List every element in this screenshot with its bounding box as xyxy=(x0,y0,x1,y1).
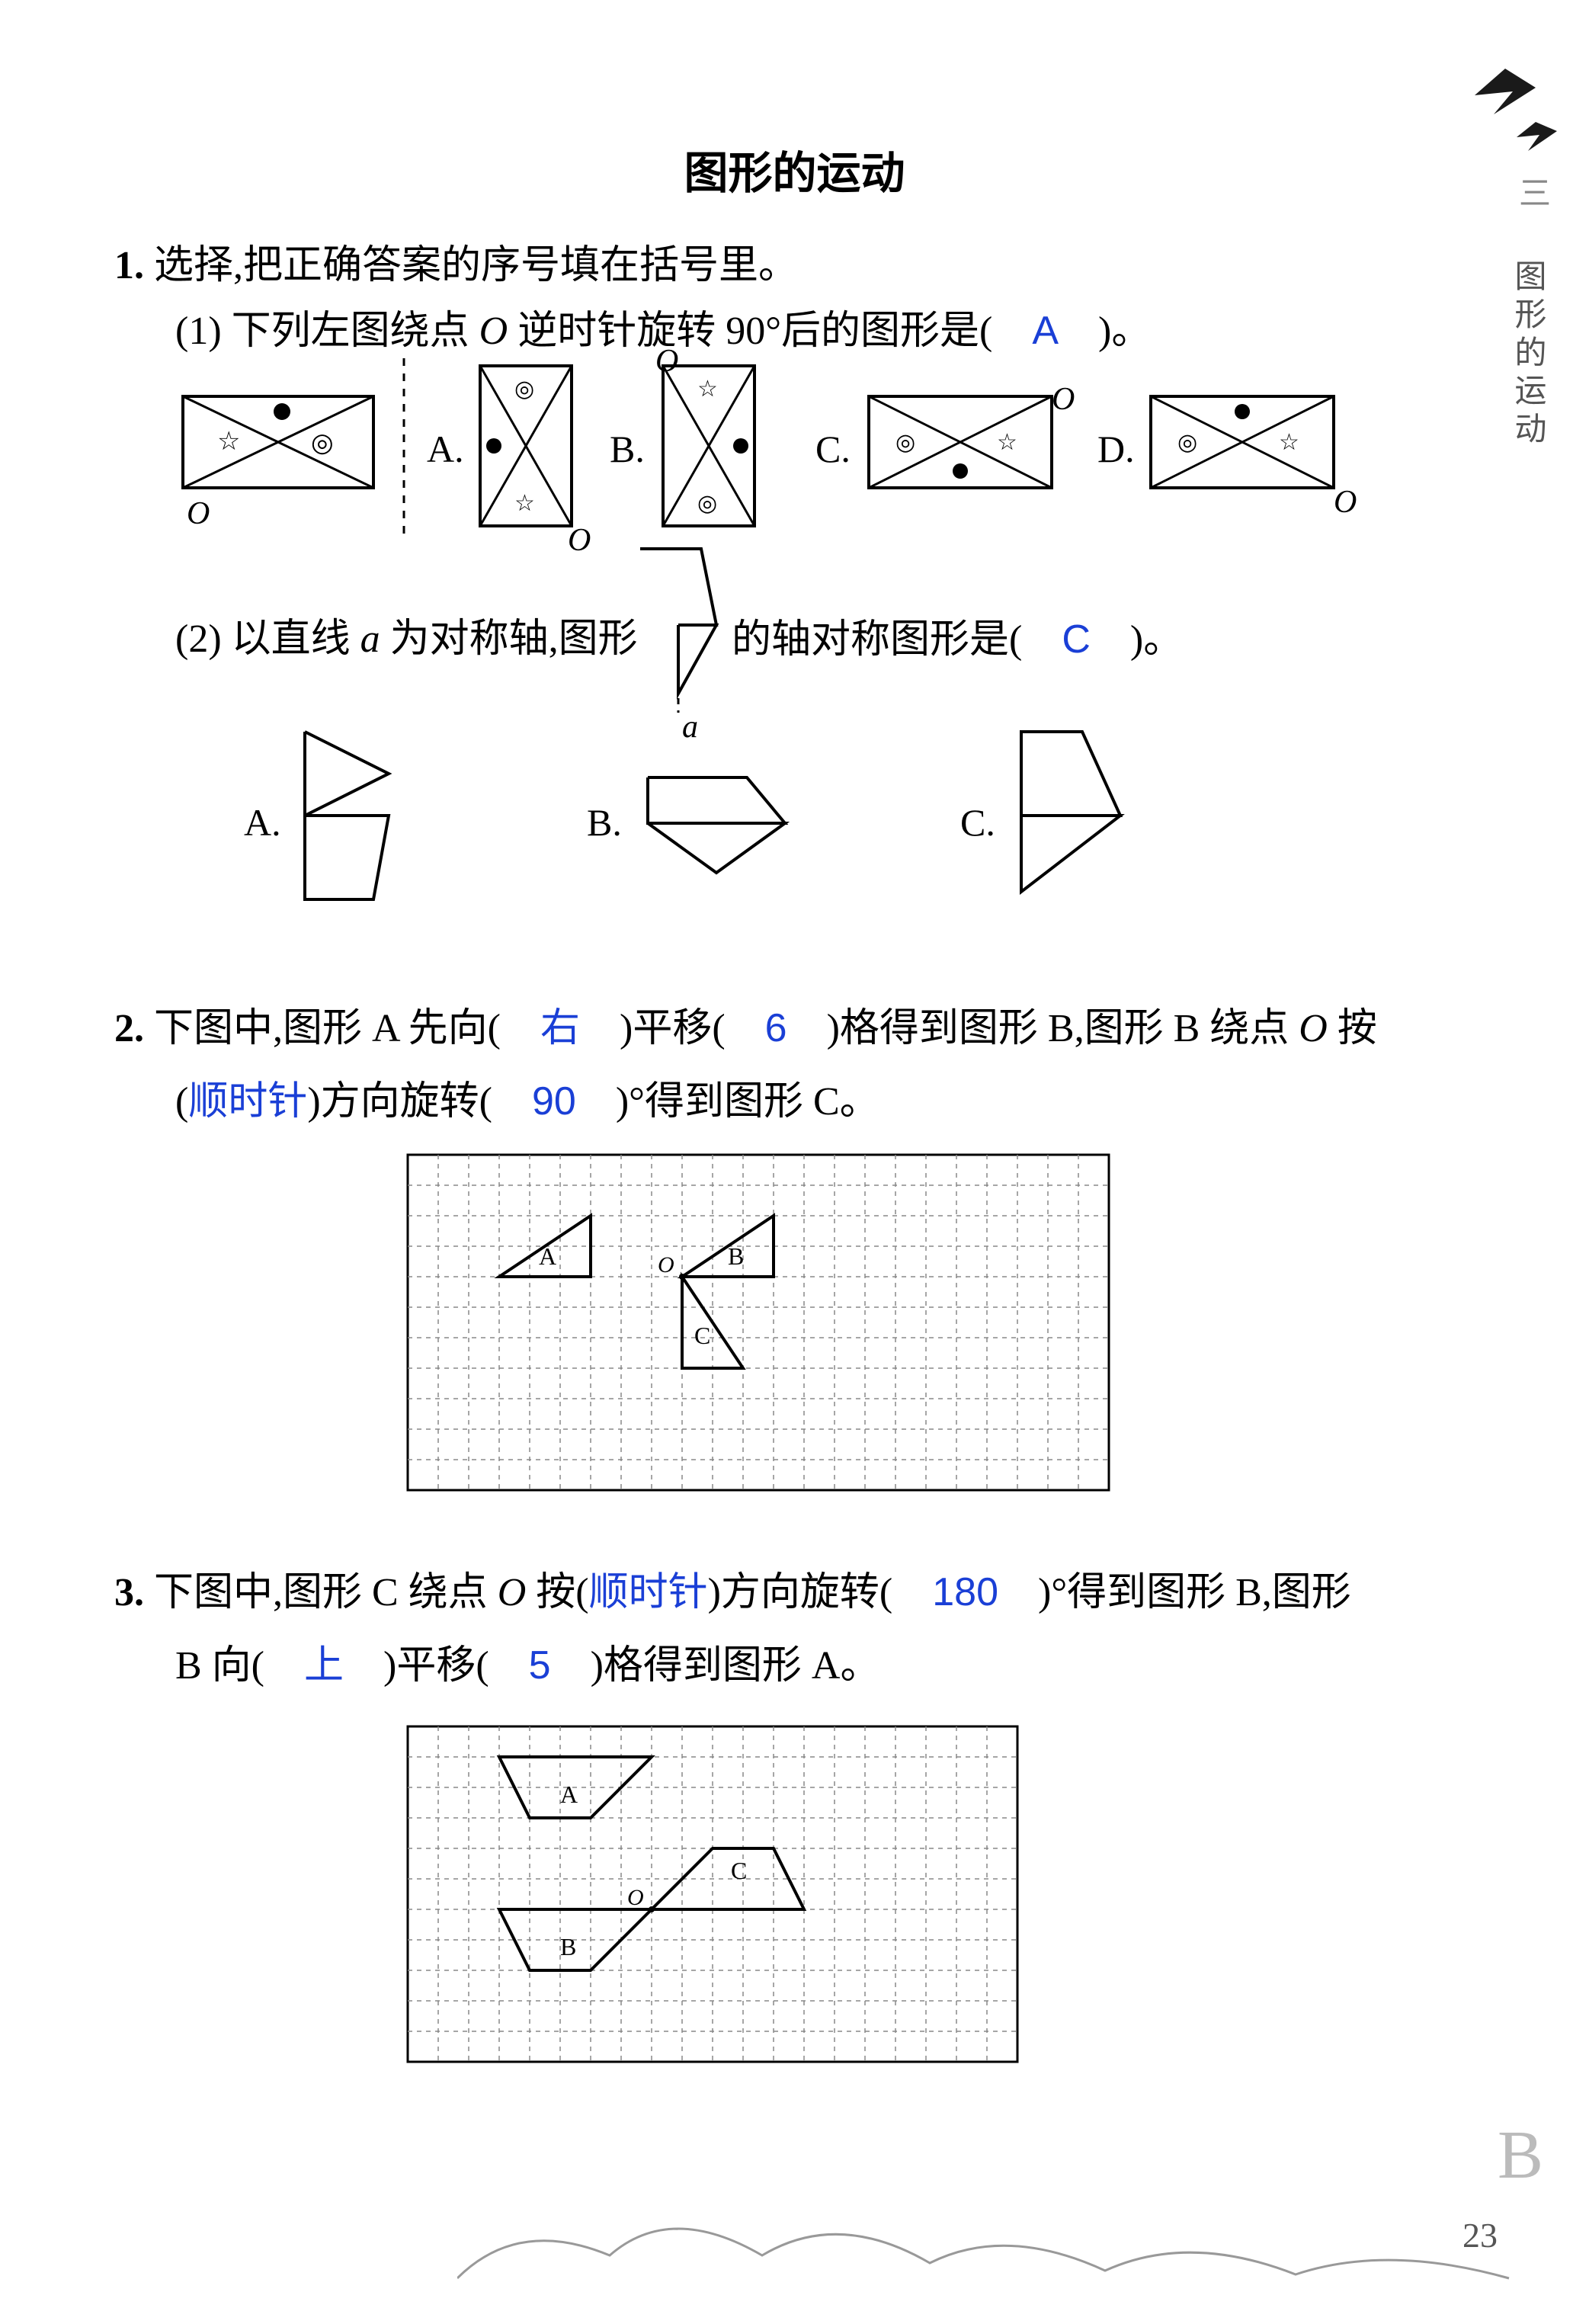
q1-number: 1. xyxy=(114,244,144,287)
q1p2-optC-fig xyxy=(1006,716,1136,915)
q1p2-line: (2) 以直线 a 为对称轴,图形 xyxy=(175,602,638,678)
svg-text:◎: ◎ xyxy=(895,430,915,455)
q1p1-optC-label: C. xyxy=(815,427,851,471)
svg-text:O: O xyxy=(658,1252,674,1277)
q2-l2b: )方向旋转( xyxy=(307,1080,532,1124)
q2-grid: A B C O xyxy=(404,1151,1120,1502)
q2-ans3: 顺时针 xyxy=(188,1079,307,1124)
q1p1-optC-fig: ◎ ☆ xyxy=(861,389,1059,495)
svg-text:C: C xyxy=(694,1322,710,1349)
page-title: 图形的运动 xyxy=(0,137,1589,201)
q3-l1b: 按( xyxy=(526,1571,588,1614)
q1p2-t4: )。 xyxy=(1091,618,1183,662)
svg-text:☆: ☆ xyxy=(514,491,535,516)
q1p2-line-b: 的轴对称图形是( C )。 xyxy=(732,602,1183,678)
q3-l2a: B 向( xyxy=(175,1644,304,1688)
q1p2-optC-label: C. xyxy=(960,800,995,845)
q3-l2b: )平移( xyxy=(344,1644,529,1688)
q3-O: O xyxy=(498,1571,527,1614)
q1p2-optA-label: A. xyxy=(244,800,281,845)
q1-stem: 选择,把正确答案的序号填在括号里。 xyxy=(154,244,798,287)
q2-ans2: 6 xyxy=(765,1006,787,1050)
q1p1-divider xyxy=(396,358,412,534)
q3-ans4: 5 xyxy=(529,1643,551,1688)
q1p2-t2: 为对称轴,图形 xyxy=(380,617,638,661)
svg-text:A: A xyxy=(539,1242,556,1270)
q1p1-answer: A xyxy=(1032,309,1059,353)
svg-text:☆: ☆ xyxy=(997,430,1017,455)
q2-number: 2. xyxy=(114,1007,144,1050)
q1p1-src-O: O xyxy=(187,495,210,532)
b-watermark: B xyxy=(1498,2116,1543,2194)
q2-l2c: )°得到图形 C。 xyxy=(576,1080,879,1124)
svg-text:☆: ☆ xyxy=(217,428,240,456)
q1p1-O: O xyxy=(479,309,508,353)
q1p2-optB-label: B. xyxy=(587,800,622,845)
q1p1-optC-O: O xyxy=(1052,381,1075,418)
svg-text:B: B xyxy=(560,1933,576,1960)
q1p2-optB-fig xyxy=(633,762,800,884)
svg-text:◎: ◎ xyxy=(697,491,717,516)
q3-ans2: 180 xyxy=(932,1570,998,1614)
q2-l1b: )平移( xyxy=(580,1007,765,1050)
q3-grid: A B C O xyxy=(404,1723,1029,2073)
q1p1-optB-O: O xyxy=(655,343,678,380)
q3-l1d: )°得到图形 B,图形 xyxy=(998,1571,1351,1614)
q1p1-optB-fig: ☆ ◎ xyxy=(655,358,770,534)
q1p2-answer: C xyxy=(1062,617,1091,662)
q1p1-optD-O: O xyxy=(1334,484,1357,521)
q2-l1c: )格得到图形 B,图形 B 绕点 xyxy=(787,1007,1299,1050)
q1p1-optD-label: D. xyxy=(1097,427,1135,471)
q3-l1c: )方向旋转( xyxy=(708,1571,933,1614)
q2-line2: (顺时针)方向旋转( 90 )°得到图形 C。 xyxy=(175,1064,879,1140)
q2-ans1: 右 xyxy=(540,1006,580,1050)
q2-O: O xyxy=(1299,1007,1328,1050)
q1p2-t3: 的轴对称图形是( xyxy=(732,618,1062,662)
q1p1-optA-label: A. xyxy=(427,427,464,471)
page: 三 图形的运动 图形的运动 1. 选择,把正确答案的序号填在括号里。 (1) 下… xyxy=(0,0,1589,2324)
svg-text:◎: ◎ xyxy=(514,377,534,402)
q2-l2a: ( xyxy=(175,1080,188,1124)
cloud-decor xyxy=(457,2202,1524,2294)
q1p1-fig-src: ☆ ◎ xyxy=(175,381,381,503)
svg-text:A: A xyxy=(560,1781,578,1808)
q1p1-optD-fig: ◎ ☆ xyxy=(1143,389,1341,495)
q1p2-src-fig xyxy=(625,541,732,724)
q1p1-optB-label: B. xyxy=(610,427,645,471)
page-number: 23 xyxy=(1462,2215,1498,2255)
q3-number: 3. xyxy=(114,1571,144,1614)
q1p1-t2: 逆时针旋转 90°后的图形是( xyxy=(508,309,1032,353)
svg-text:C: C xyxy=(731,1857,747,1884)
q1p2-optA-fig xyxy=(290,716,412,915)
q1p2-a-label: a xyxy=(682,709,698,745)
q1-line: 1. 选择,把正确答案的序号填在括号里。 xyxy=(114,229,798,304)
q2-ans4: 90 xyxy=(532,1079,576,1124)
q1p2-a: a xyxy=(360,617,380,661)
q3-l2c: )格得到图形 A。 xyxy=(551,1644,880,1688)
q1p1-optA-fig: ◎ ☆ xyxy=(473,358,587,534)
svg-text:O: O xyxy=(627,1885,644,1910)
q1p2-t1: 以直线 xyxy=(232,617,360,661)
q3-line2: B 向( 上 )平移( 5 )格得到图形 A。 xyxy=(175,1628,879,1704)
svg-text:B: B xyxy=(728,1242,744,1270)
svg-text:◎: ◎ xyxy=(311,429,334,457)
q1p2-label: (2) xyxy=(175,617,222,661)
q3-line1: 3. 下图中,图形 C 绕点 O 按(顺时针)方向旋转( 180 )°得到图形 … xyxy=(114,1555,1486,1631)
q2-l1a: 下图中,图形 A 先向( xyxy=(154,1007,540,1050)
svg-text:☆: ☆ xyxy=(1279,430,1299,455)
q3-ans3: 上 xyxy=(304,1643,344,1688)
q1p1-t1: 下列左图绕点 xyxy=(232,309,479,353)
q1p1-optA-O: O xyxy=(568,522,591,559)
q2-line1: 2. 下图中,图形 A 先向( 右 )平移( 6 )格得到图形 B,图形 B 绕… xyxy=(114,991,1486,1067)
q1p1-label: (1) xyxy=(175,309,222,353)
q3-ans1: 顺时针 xyxy=(589,1570,708,1614)
svg-text:◎: ◎ xyxy=(1177,430,1197,455)
svg-text:☆: ☆ xyxy=(697,377,718,402)
q1p1-t3: )。 xyxy=(1059,309,1151,353)
q2-l1d: 按 xyxy=(1328,1007,1377,1050)
q3-l1a: 下图中,图形 C 绕点 xyxy=(154,1571,498,1614)
side-chapter: 图形的运动 xyxy=(1504,259,1551,450)
